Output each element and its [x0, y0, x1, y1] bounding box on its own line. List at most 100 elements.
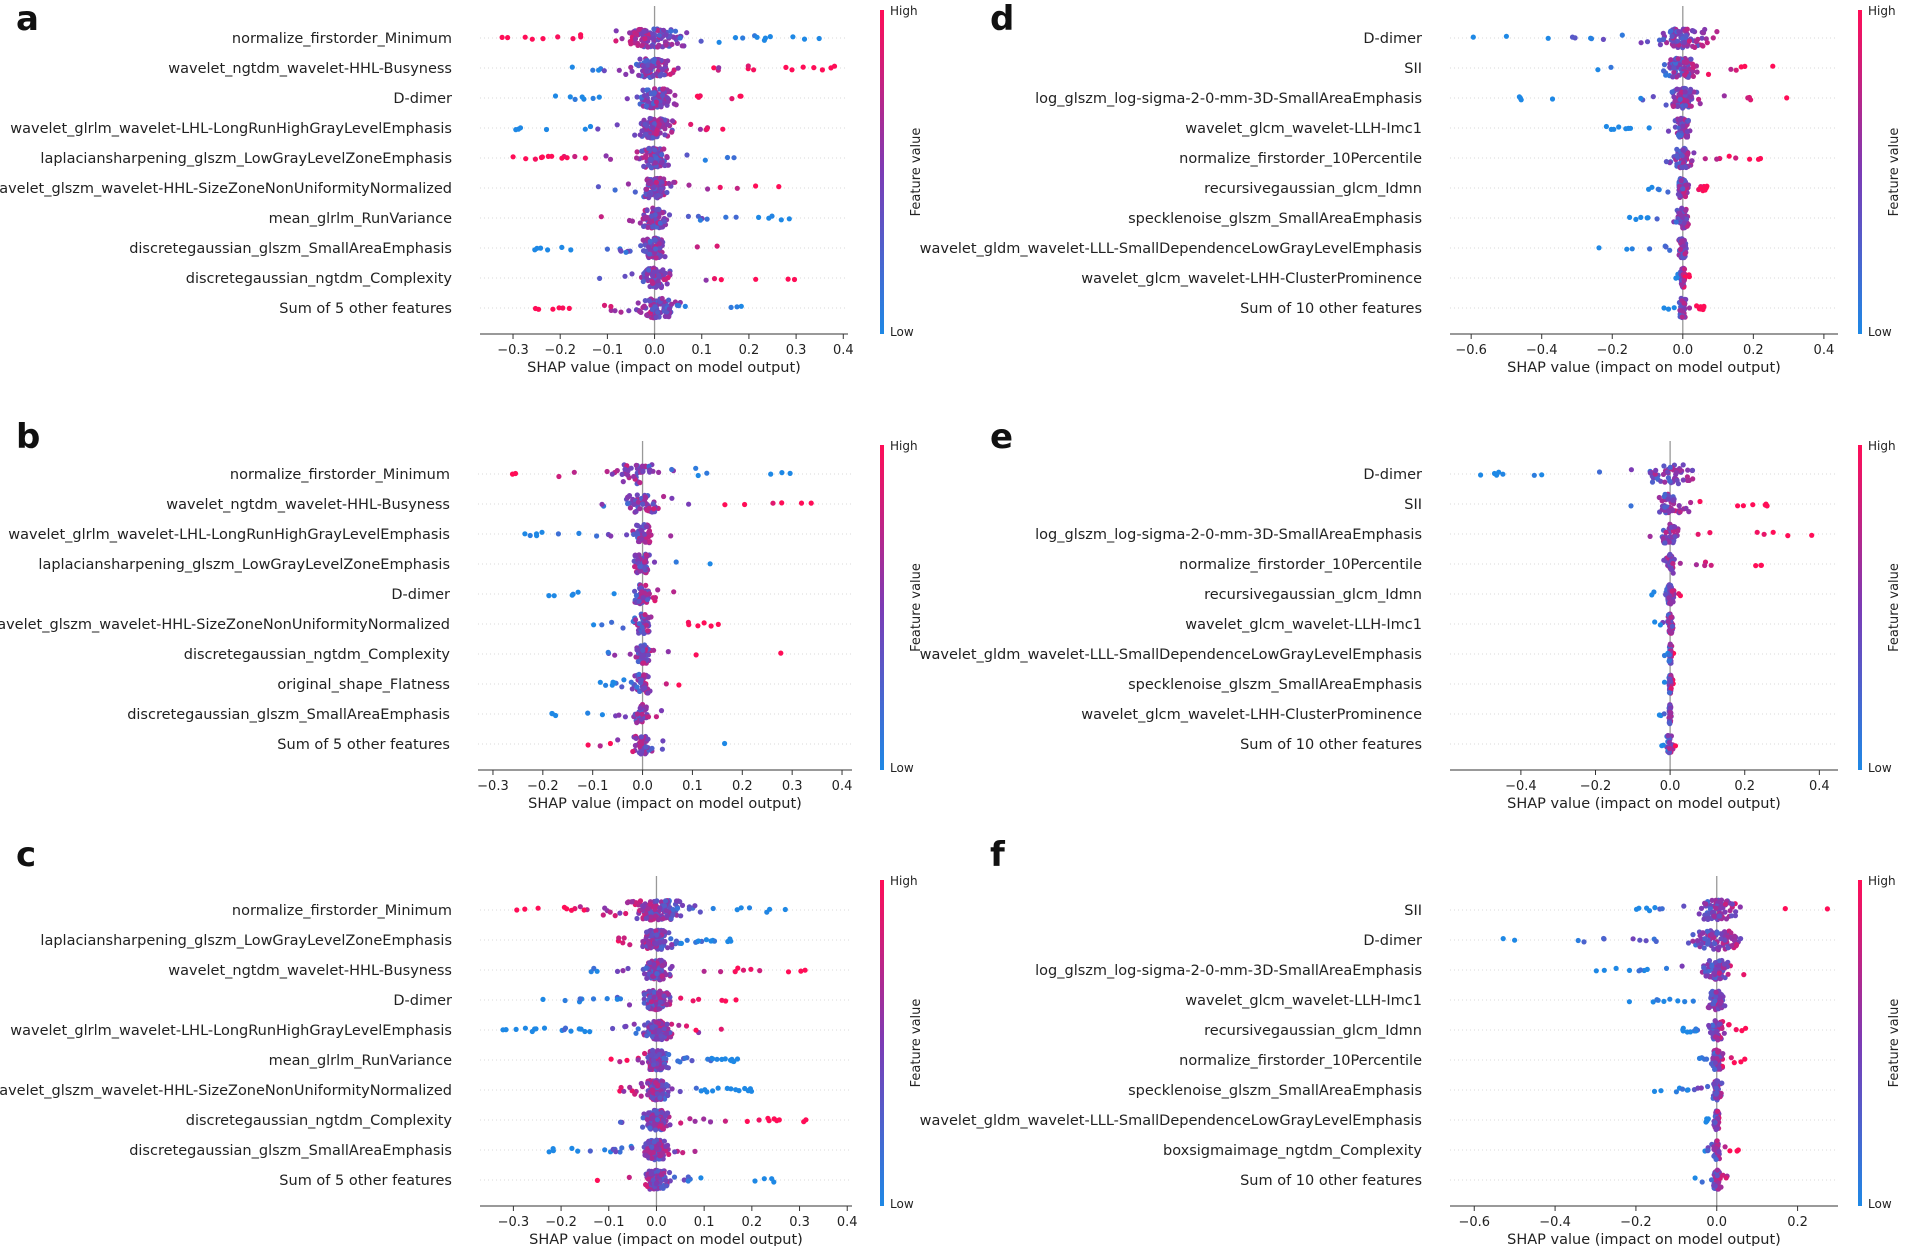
- shap-point: [646, 591, 653, 597]
- shap-point: [1669, 33, 1675, 40]
- shap-point: [594, 968, 600, 974]
- shap-point: [656, 1051, 663, 1057]
- shap-point: [654, 1117, 661, 1123]
- shap-point: [1662, 540, 1668, 546]
- shap-point: [566, 305, 572, 311]
- shap-point: [642, 36, 648, 42]
- shap-point: [685, 1178, 691, 1184]
- shap-point: [1633, 216, 1639, 222]
- shap-point: [650, 280, 656, 286]
- shap-point: [632, 36, 639, 42]
- shap-point: [679, 43, 685, 49]
- shap-point: [1711, 913, 1717, 919]
- shap-point: [609, 471, 615, 477]
- shap-point: [625, 472, 631, 478]
- shap-point: [677, 35, 683, 41]
- shap-point: [599, 501, 605, 507]
- shap-point: [628, 64, 634, 70]
- shap-point: [1666, 745, 1673, 752]
- shap-point: [722, 502, 728, 508]
- shap-point: [711, 65, 717, 71]
- shap-point: [617, 996, 624, 1002]
- shap-point: [652, 304, 658, 310]
- shap-point: [1663, 159, 1669, 165]
- shap-point: [532, 156, 539, 162]
- shap-point: [1697, 498, 1703, 505]
- x-tick-label: 0.3: [782, 779, 803, 794]
- panel-d: d D-dimerSIIlog_glszm_log-sigma-2-0-mm-3D…: [920, 0, 1902, 376]
- shap-point: [634, 149, 640, 155]
- shap-point: [646, 529, 652, 536]
- shap-point: [659, 1185, 665, 1191]
- shap-point: [701, 620, 707, 626]
- shap-point: [603, 153, 609, 159]
- shap-point: [686, 501, 692, 507]
- x-tick-label: −0.6: [1455, 343, 1487, 358]
- shap-point: [503, 1027, 509, 1033]
- shap-point: [639, 1060, 646, 1066]
- shap-point: [769, 213, 775, 219]
- shap-point: [695, 472, 701, 479]
- shap-point: [645, 714, 652, 720]
- shap-point: [720, 126, 726, 132]
- shap-point: [778, 217, 784, 223]
- shap-point: [641, 223, 647, 229]
- shap-point: [1695, 36, 1701, 42]
- shap-point: [698, 1175, 704, 1181]
- shap-point: [1653, 467, 1659, 473]
- shap-point: [695, 213, 702, 219]
- shap-point: [1684, 134, 1691, 140]
- feature-label: mean_glrlm_RunVariance: [269, 211, 452, 227]
- feature-label: SII: [1404, 497, 1422, 513]
- shap-point: [1782, 906, 1788, 912]
- shap-point: [1702, 936, 1708, 942]
- shap-point: [642, 121, 648, 127]
- shap-point: [1660, 471, 1667, 477]
- shap-point: [808, 500, 814, 506]
- feature-points: [546, 582, 677, 607]
- shap-point: [1678, 212, 1684, 218]
- shap-point: [729, 96, 735, 102]
- shap-point: [1661, 711, 1667, 717]
- shap-point: [599, 622, 605, 628]
- feature-points: [1661, 672, 1676, 696]
- shap-point: [647, 994, 653, 1000]
- shap-point: [1657, 622, 1663, 628]
- shap-point: [676, 1022, 682, 1028]
- shap-point: [568, 247, 574, 253]
- shap-point: [653, 194, 659, 200]
- shap-point: [669, 495, 675, 501]
- shap-point: [647, 539, 653, 545]
- shap-point: [1770, 529, 1776, 535]
- shap-point: [662, 898, 669, 904]
- shap-point: [663, 1177, 669, 1183]
- feature-label: specklenoise_glszm_SmallAreaEmphasis: [1128, 677, 1422, 693]
- shap-point: [637, 56, 643, 62]
- shap-point: [1725, 971, 1731, 977]
- shap-point: [568, 907, 575, 913]
- shap-point: [737, 93, 743, 99]
- shap-point: [645, 1080, 651, 1086]
- shap-point: [1601, 967, 1607, 973]
- feature-points: [597, 671, 682, 696]
- shap-point: [1665, 496, 1671, 502]
- shap-point: [1716, 913, 1722, 919]
- shap-point: [643, 58, 649, 64]
- feature-label: discretegaussian_ngtdm_Complexity: [186, 271, 453, 287]
- shap-point: [671, 34, 677, 40]
- shap-point: [564, 906, 570, 912]
- shap-point: [655, 278, 661, 284]
- shap-point: [733, 997, 739, 1003]
- shap-point: [581, 907, 587, 913]
- shap-point: [669, 1086, 675, 1092]
- shap-point: [1624, 246, 1630, 252]
- shap-point: [575, 1148, 581, 1154]
- shap-point: [1703, 973, 1709, 979]
- shap-point: [1691, 150, 1697, 156]
- shap-point: [545, 247, 551, 253]
- shap-point: [1686, 305, 1693, 311]
- x-tick-label: −0.2: [1596, 343, 1628, 358]
- feature-label: Sum of 5 other features: [279, 301, 452, 317]
